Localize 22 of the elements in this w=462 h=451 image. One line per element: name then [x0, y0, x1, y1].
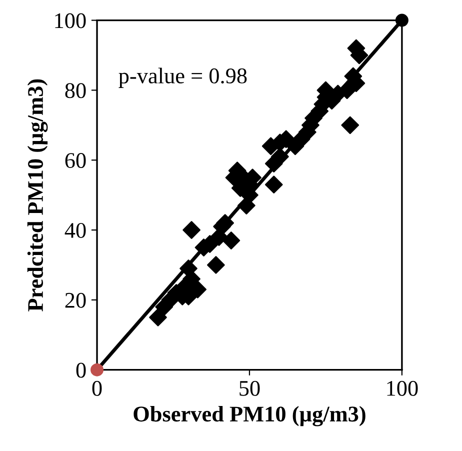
x-tick-label: 100	[387, 380, 418, 396]
point	[182, 221, 200, 239]
annotation: p-value = 0.98	[118, 68, 247, 88]
y-axis-title: Predcited PM10 (µg/m3)	[27, 79, 48, 312]
y-tick-label: 40	[64, 222, 86, 238]
point	[188, 280, 207, 298]
y-tick-label: 80	[65, 83, 86, 98]
point	[90, 363, 104, 376]
point	[216, 214, 234, 232]
y-tick-label: 100	[55, 13, 86, 28]
y-tick-label: 0	[76, 362, 86, 378]
x-axis-title: Observed PM10 (µg/m3)	[134, 406, 366, 426]
y-tick-label: 60	[65, 153, 86, 168]
point	[149, 308, 167, 326]
point	[207, 256, 225, 274]
point	[341, 116, 360, 134]
x-tick-label: 50	[240, 380, 260, 396]
point	[222, 232, 240, 250]
point	[264, 176, 283, 194]
y-tick-label: 20	[65, 292, 86, 308]
x-tick-label: 0	[92, 380, 102, 396]
point	[395, 14, 408, 27]
